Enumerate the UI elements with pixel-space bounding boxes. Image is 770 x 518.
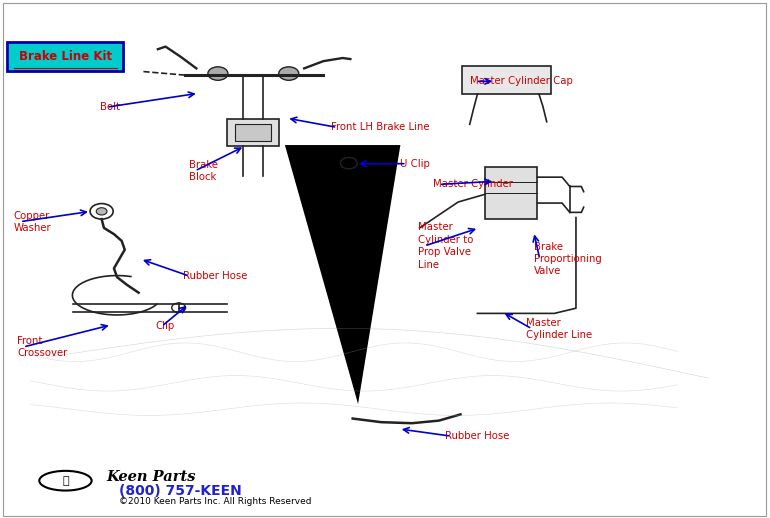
- Text: 🚗: 🚗: [62, 476, 69, 486]
- Text: Brake
Block: Brake Block: [189, 160, 218, 182]
- Circle shape: [279, 67, 299, 80]
- Polygon shape: [235, 124, 271, 141]
- Text: ©2010 Keen Parts Inc. All Rights Reserved: ©2010 Keen Parts Inc. All Rights Reserve…: [119, 497, 312, 506]
- Polygon shape: [485, 167, 537, 219]
- Text: U Clip: U Clip: [400, 159, 430, 169]
- Circle shape: [172, 303, 186, 312]
- Ellipse shape: [39, 471, 92, 491]
- Text: Rubber Hose: Rubber Hose: [183, 271, 248, 281]
- Text: Front LH Brake Line: Front LH Brake Line: [331, 122, 430, 133]
- Text: Keen Parts: Keen Parts: [106, 469, 196, 484]
- Text: Master Cylinder Cap: Master Cylinder Cap: [470, 76, 573, 87]
- Polygon shape: [285, 145, 400, 404]
- Text: Front
Crossover: Front Crossover: [17, 336, 67, 358]
- Text: Brake Line Kit: Brake Line Kit: [19, 50, 112, 64]
- Text: Brake
Proportioning
Valve: Brake Proportioning Valve: [534, 241, 601, 277]
- Text: (800) 757-KEEN: (800) 757-KEEN: [119, 484, 242, 498]
- Circle shape: [96, 208, 107, 215]
- Circle shape: [208, 67, 228, 80]
- Text: Rubber Hose: Rubber Hose: [445, 431, 510, 441]
- Polygon shape: [462, 66, 551, 94]
- Text: Master Cylinder: Master Cylinder: [433, 179, 513, 190]
- Text: Master
Cylinder to
Prop Valve
Line: Master Cylinder to Prop Valve Line: [418, 222, 474, 270]
- FancyBboxPatch shape: [7, 42, 123, 71]
- Text: Master
Cylinder Line: Master Cylinder Line: [526, 318, 592, 340]
- Text: Clip: Clip: [156, 321, 175, 332]
- Polygon shape: [227, 119, 279, 146]
- Circle shape: [90, 204, 113, 219]
- Text: Bolt: Bolt: [100, 102, 120, 112]
- Text: Copper
Washer: Copper Washer: [14, 210, 52, 233]
